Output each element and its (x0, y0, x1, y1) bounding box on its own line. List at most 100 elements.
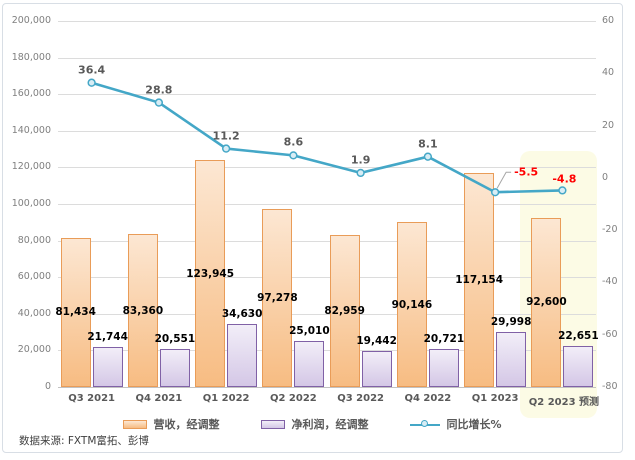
net-profit-bar (361, 351, 392, 387)
net-profit-bar-label: 21,744 (87, 331, 128, 344)
right-axis-label: 0 (602, 171, 609, 183)
yoy-line-layer (87, 78, 567, 197)
revenue-bar-label: 83,360 (122, 304, 164, 317)
x-axis-label: Q3 2022 (337, 393, 385, 404)
yoy-line (91, 81, 563, 194)
x-axis-label: Q1 2023 (471, 393, 519, 404)
gridline (58, 21, 596, 22)
net-profit-bar-label: 29,998 (490, 316, 532, 329)
net-profit-bar (563, 345, 594, 387)
net-profit-bar (294, 341, 325, 387)
net-profit-bar (92, 347, 123, 387)
yoy-point-label: 8.1 (418, 137, 438, 151)
x-axis-label: Q4 2022 (404, 393, 452, 404)
left-axis-label: 80,000 (17, 234, 51, 246)
yoy-point-label: 1.9 (350, 153, 371, 167)
revenue-bar (531, 217, 562, 387)
label-leader-line (496, 171, 512, 189)
left-axis-label: 60,000 (17, 271, 51, 283)
legend-item-line-teal: 同比增长% (410, 416, 502, 432)
revenue-bar-label: 92,600 (526, 296, 567, 309)
left-axis-label: 100,000 (11, 198, 51, 209)
gridline (58, 277, 596, 279)
yoy-marker (356, 168, 365, 178)
net-profit-bar (428, 349, 459, 387)
revenue-bar-label: 90,146 (391, 298, 433, 311)
yoy-marker (154, 98, 164, 107)
revenue-legend-swatch (123, 419, 148, 429)
net-profit-bar-label: 19,442 (356, 335, 397, 348)
right-axis-label: -80 (602, 381, 618, 392)
left-axis-label: 120,000 (11, 161, 51, 173)
legend-label: 营收，经调整 (153, 418, 220, 431)
gridline (58, 313, 596, 315)
yoy-point-label: 36.4 (78, 63, 106, 77)
legend-label: 同比增长% (446, 418, 502, 431)
revenue-bar (127, 234, 158, 387)
left-axis-label: 20,000 (17, 344, 51, 356)
legend: 营收，经调整 净利润，经调整 同比增长% (3, 416, 622, 432)
yoy-point-label: -5.5 (514, 165, 539, 179)
gridline (58, 94, 596, 96)
yoy-marker (289, 151, 298, 160)
net-profit-bar-label: 25,010 (289, 325, 330, 338)
left-axis-label: 40,000 (17, 307, 51, 319)
x-axis-label: Q3 2021 (68, 393, 116, 404)
revenue-bar-label: 117,154 (455, 273, 504, 286)
net-profit-bar-label: 22,651 (558, 329, 599, 342)
yoy-point-label: 8.6 (283, 135, 304, 149)
net-profit-bar (496, 332, 527, 387)
revenue-bar (464, 172, 495, 387)
left-axis-label: 180,000 (11, 51, 51, 63)
right-axis-label: 20 (602, 119, 615, 131)
x-axis-label: Q4 2021 (135, 393, 183, 404)
revenue-bar-label: 82,959 (324, 305, 365, 318)
left-axis-label: 160,000 (11, 88, 51, 100)
legend-label: 净利润，经调整 (291, 418, 369, 431)
revenue-bar-label: 97,278 (257, 291, 298, 304)
x-axis-label: Q1 2022 (202, 393, 250, 404)
yoy-marker (558, 186, 567, 195)
yoy-marker (490, 188, 500, 197)
net-profit-bar (227, 323, 258, 387)
x-axis-label: Q2 2023 预测 (528, 397, 600, 408)
left-axis-label: 200,000 (11, 15, 51, 26)
left-axis-label: 0 (44, 381, 51, 392)
revenue-bar (262, 208, 293, 387)
revenue-bar (60, 237, 91, 387)
gridline (58, 387, 596, 388)
yoy-legend-marker (421, 419, 429, 427)
legend-item-bar-purple: 净利润，经调整 (261, 416, 368, 432)
yoy-point-label: -4.8 (552, 172, 577, 186)
yoy-marker (221, 144, 231, 153)
net-profit-bar-label: 34,630 (221, 307, 263, 320)
revenue-bar-label: 81,434 (55, 306, 96, 319)
net-profit-bar-label: 20,721 (423, 333, 465, 346)
left-axis-label: 140,000 (11, 124, 51, 136)
gridline (58, 350, 596, 352)
revenue-bar (329, 235, 360, 387)
source-note: 数据来源: FXTM富拓、彭博 (19, 435, 149, 447)
gridline (58, 240, 596, 242)
right-axis-label: 40 (602, 67, 615, 79)
net-profit-legend-swatch (261, 419, 286, 429)
legend-item-bar-orange: 营收，经调整 (123, 416, 219, 432)
net-profit-bar (159, 349, 190, 387)
yoy-marker (87, 78, 96, 87)
revenue-bar (195, 160, 226, 387)
x-axis-label: Q2 2022 (269, 393, 317, 404)
yoy-point-label: 28.8 (145, 83, 173, 97)
chart-frame: 0 20,000 40,000 60,000 80,000 100,000 120,000 1… (2, 3, 623, 453)
yoy-marker (423, 152, 433, 161)
yoy-point-label: 11.2 (212, 129, 240, 143)
gridline (58, 167, 596, 169)
right-axis-label: -60 (602, 328, 618, 340)
gridline (58, 204, 596, 205)
right-axis-label: -40 (602, 276, 618, 288)
gridline (58, 130, 596, 132)
right-axis-label: -20 (602, 224, 618, 236)
revenue-bar (396, 222, 427, 387)
right-axis-label: 60 (602, 15, 615, 26)
gridline (58, 57, 596, 59)
